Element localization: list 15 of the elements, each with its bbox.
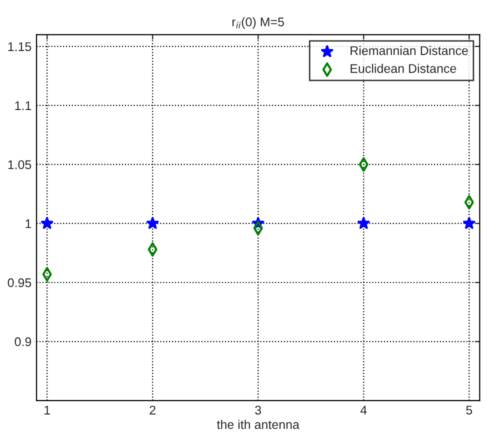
y-tick-label: 1.15 [8,42,32,52]
x-tick-label: 2 [150,406,156,414]
x-tick-label: 5 [466,406,472,415]
x-tick-label: 4 [360,406,367,414]
legend-label: Riemannian Distance [350,46,468,56]
x-tick-label: 1 [44,406,50,414]
y-tick-label: 1.05 [8,160,32,170]
x-axis-title: the ith antenna [216,420,300,429]
legend-label: Euclidean Distance [350,64,456,73]
chart-title: r$_{ii}$(0) M=5 [232,17,284,29]
y-tick-label: 1 [26,219,32,228]
y-tick-label: 0.9 [14,337,32,346]
x-tick-label: 3 [255,406,262,415]
y-tick-label: 1.1 [15,101,32,110]
y-tick-label: 0.95 [8,278,32,288]
